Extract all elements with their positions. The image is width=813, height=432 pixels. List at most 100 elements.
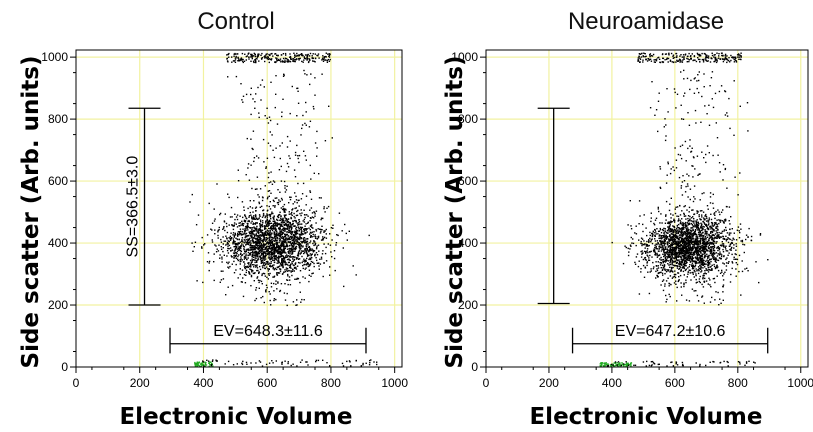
data-point bbox=[688, 223, 691, 225]
data-point bbox=[260, 280, 263, 283]
data-point bbox=[332, 224, 334, 226]
data-point bbox=[283, 221, 285, 223]
data-point bbox=[296, 278, 299, 280]
data-point bbox=[696, 247, 699, 249]
data-point bbox=[256, 228, 258, 231]
data-point bbox=[664, 252, 666, 254]
data-point bbox=[283, 249, 286, 251]
data-point bbox=[294, 56, 296, 59]
data-point bbox=[315, 230, 318, 232]
data-point bbox=[244, 221, 246, 223]
data-point bbox=[279, 270, 282, 272]
data-point bbox=[248, 263, 250, 265]
data-point bbox=[670, 242, 673, 244]
data-point bbox=[700, 263, 702, 265]
data-point bbox=[242, 245, 245, 248]
data-point bbox=[243, 273, 246, 276]
data-point bbox=[295, 229, 298, 231]
data-point bbox=[219, 257, 221, 259]
data-point bbox=[681, 267, 683, 269]
data-point bbox=[683, 241, 685, 244]
data-point bbox=[658, 254, 661, 256]
data-point bbox=[642, 264, 645, 267]
data-point bbox=[284, 215, 286, 218]
data-point bbox=[674, 236, 677, 239]
data-point bbox=[244, 235, 247, 237]
data-point bbox=[256, 225, 258, 228]
data-point bbox=[253, 160, 255, 163]
data-point bbox=[250, 222, 252, 224]
data-point bbox=[673, 228, 676, 231]
data-point bbox=[237, 232, 239, 235]
data-point bbox=[713, 223, 716, 226]
y-axis-title-control: Side scatter (Arb. units) bbox=[18, 56, 44, 369]
data-point bbox=[297, 90, 299, 92]
data-point bbox=[262, 197, 264, 199]
data-point bbox=[667, 254, 670, 257]
data-point bbox=[283, 240, 285, 243]
data-point bbox=[313, 241, 315, 243]
data-point bbox=[305, 159, 307, 161]
data-point bbox=[245, 269, 248, 271]
data-point bbox=[248, 226, 250, 229]
data-point bbox=[280, 197, 283, 200]
data-point bbox=[254, 207, 257, 209]
data-point bbox=[259, 258, 262, 260]
data-point bbox=[657, 243, 660, 245]
data-point bbox=[669, 227, 671, 230]
data-point bbox=[259, 247, 261, 249]
data-point bbox=[668, 269, 670, 271]
data-point bbox=[250, 235, 253, 237]
data-point bbox=[282, 61, 285, 63]
data-point bbox=[254, 250, 256, 253]
data-point bbox=[664, 257, 667, 260]
data-point bbox=[286, 267, 289, 270]
data-point bbox=[295, 304, 297, 306]
data-point bbox=[678, 239, 680, 241]
data-point bbox=[310, 258, 312, 260]
data-point bbox=[226, 237, 228, 239]
data-point bbox=[262, 260, 264, 262]
data-point bbox=[329, 266, 331, 268]
data-point bbox=[233, 225, 235, 227]
data-point bbox=[303, 221, 306, 223]
data-point bbox=[685, 253, 687, 255]
data-point bbox=[667, 260, 670, 262]
data-point bbox=[251, 220, 253, 222]
data-point bbox=[311, 231, 314, 233]
data-point bbox=[228, 237, 230, 239]
data-point bbox=[245, 242, 247, 244]
data-point bbox=[290, 364, 292, 367]
data-point bbox=[703, 262, 706, 264]
data-point bbox=[306, 252, 308, 254]
data-point bbox=[326, 207, 328, 209]
data-point bbox=[262, 138, 265, 141]
data-point bbox=[692, 253, 694, 255]
data-point bbox=[686, 248, 689, 251]
data-point bbox=[320, 230, 322, 233]
data-point bbox=[249, 243, 252, 246]
data-point bbox=[291, 232, 293, 234]
data-point bbox=[664, 230, 666, 233]
data-point bbox=[694, 224, 696, 226]
data-point bbox=[713, 250, 716, 252]
data-point bbox=[728, 232, 731, 234]
data-point bbox=[255, 362, 257, 364]
data-point bbox=[265, 166, 267, 168]
data-point bbox=[304, 54, 307, 56]
data-point bbox=[346, 360, 348, 363]
data-point bbox=[325, 246, 327, 249]
data-point bbox=[270, 192, 272, 194]
data-point bbox=[714, 260, 716, 262]
data-point bbox=[245, 227, 248, 229]
data-point bbox=[683, 258, 685, 260]
data-point bbox=[259, 84, 262, 86]
data-point bbox=[670, 237, 672, 239]
data-point bbox=[309, 190, 311, 192]
data-point bbox=[286, 227, 289, 229]
data-point bbox=[294, 233, 297, 235]
data-point bbox=[702, 263, 704, 265]
data-point bbox=[672, 266, 674, 269]
data-point bbox=[267, 237, 269, 240]
data-point bbox=[242, 224, 244, 227]
